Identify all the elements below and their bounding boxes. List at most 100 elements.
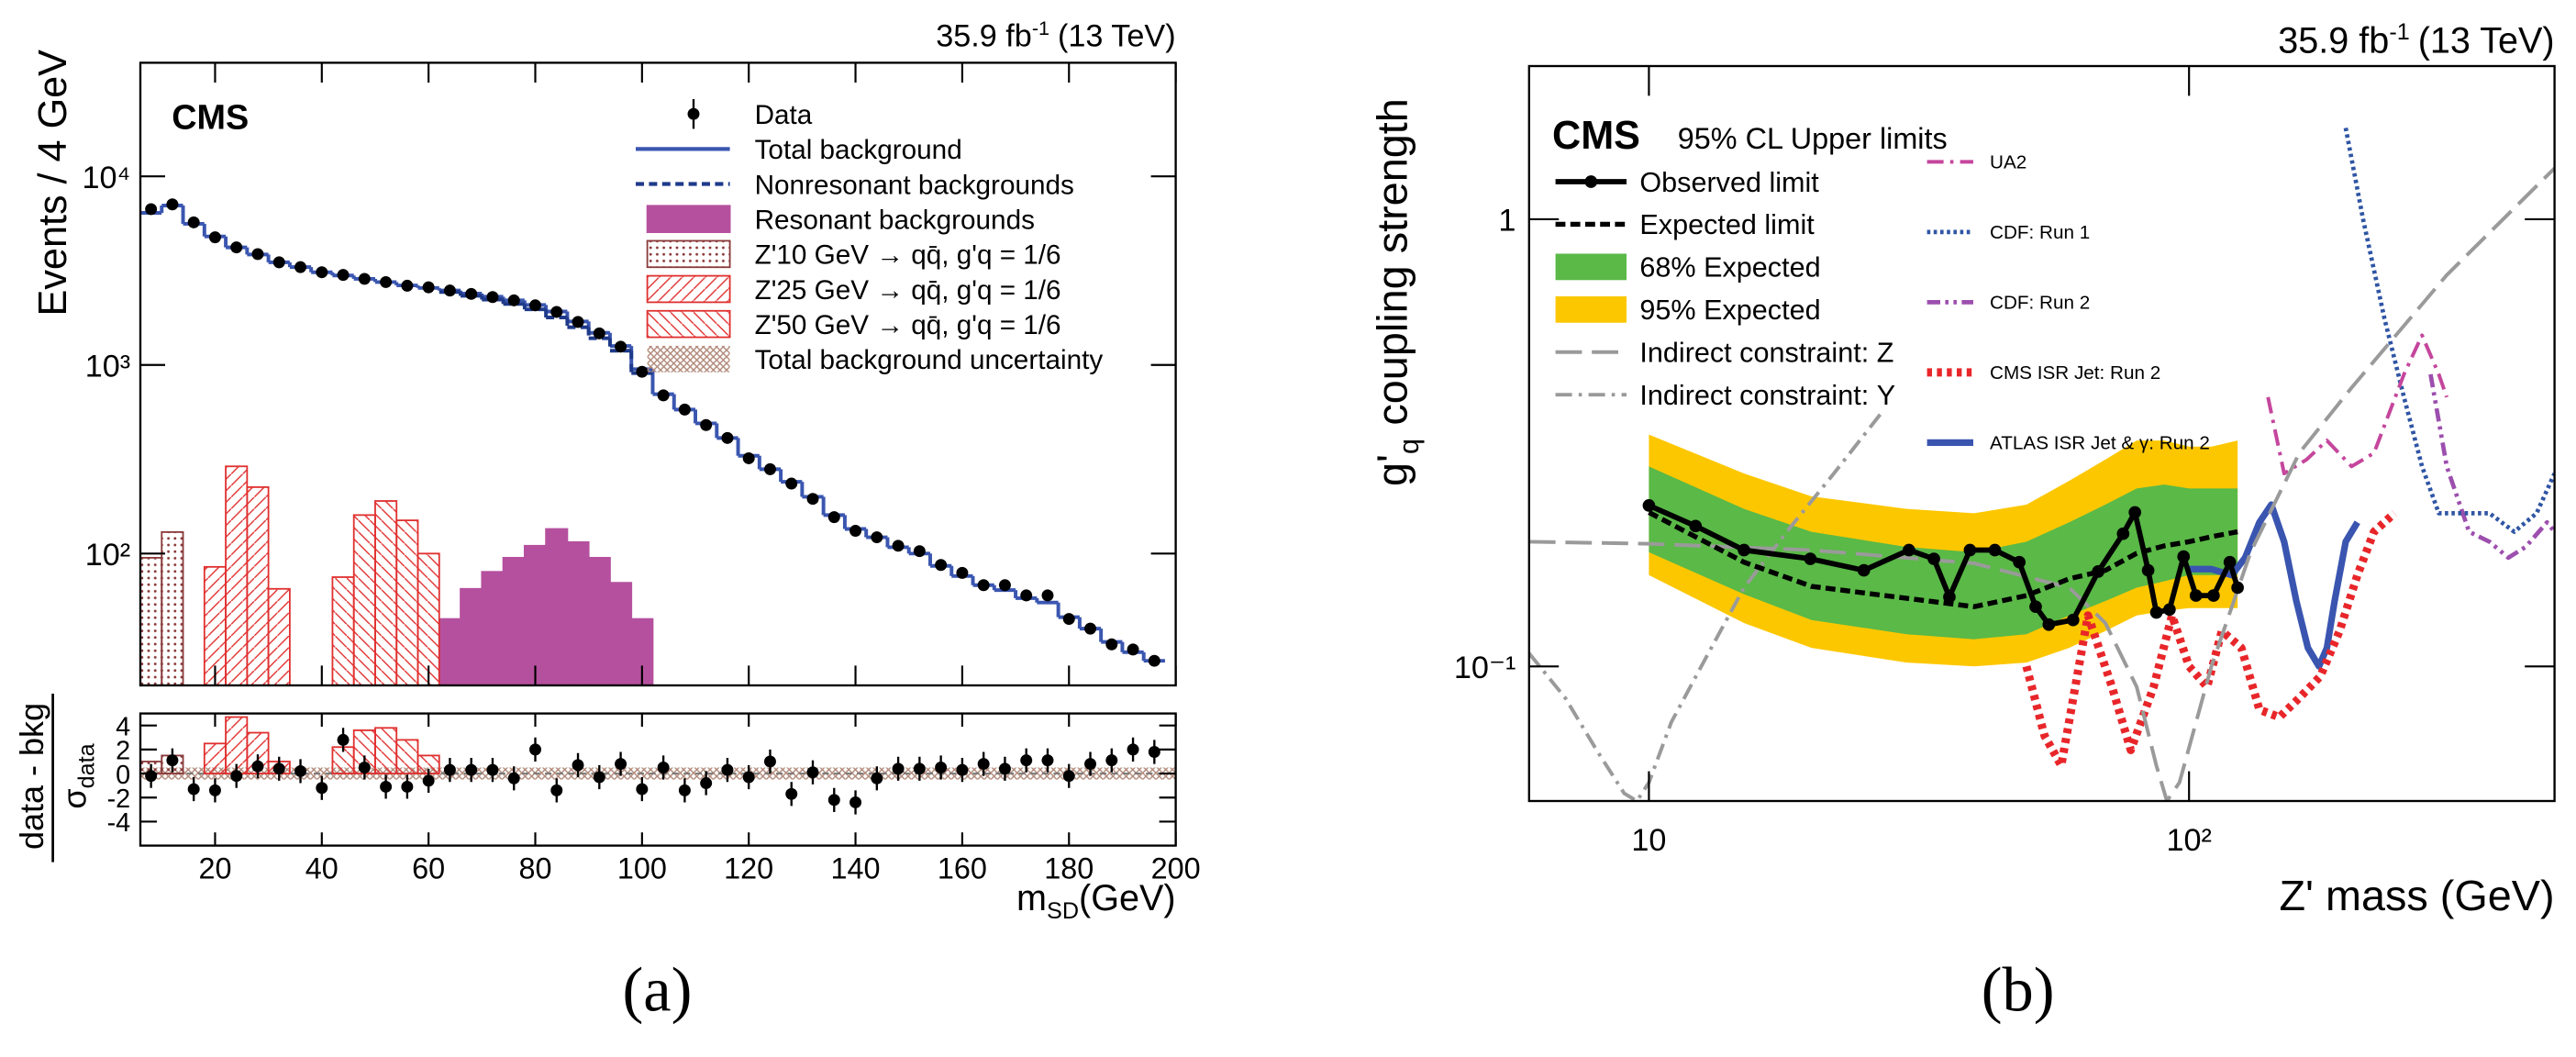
legend-symbol: [1555, 253, 1627, 281]
data-point: [465, 287, 478, 300]
point: [2189, 589, 2203, 602]
ratio-point: [572, 759, 584, 772]
data-point: [337, 269, 350, 282]
data-point: [1062, 613, 1075, 626]
data-point: [593, 327, 605, 339]
y-tick-label: 10²: [85, 538, 130, 573]
legend-label: 68% Expected: [1639, 252, 1820, 284]
data-point: [636, 365, 649, 378]
ratio-point: [272, 762, 285, 775]
hist-bar: [352, 514, 376, 685]
cms-label: CMS: [172, 98, 249, 137]
ratio-point: [443, 763, 456, 776]
x-tick-label: 20: [198, 852, 231, 885]
lumi: 35.9 fb-1 (13 TeV): [936, 17, 1175, 54]
y-tick-label: 1: [1498, 203, 1516, 238]
ratio-y-tick-label: -4: [107, 808, 131, 838]
point: [2141, 563, 2155, 577]
legend-symbol: [1584, 175, 1598, 188]
point: [1738, 543, 1750, 557]
data-point: [615, 340, 627, 353]
data-point: [1020, 589, 1033, 602]
data-point: [187, 216, 200, 228]
legend-label: ATLAS ISR Jet & γ: Run 2: [1990, 433, 2210, 454]
sigma: σ: [56, 788, 94, 808]
data-point: [849, 525, 862, 538]
point: [2128, 506, 2142, 519]
plot-area: [140, 198, 1165, 685]
ratio-frame: [139, 712, 1177, 847]
hist-bar: [161, 530, 184, 685]
ratio-point: [678, 784, 691, 796]
data-point: [380, 275, 393, 288]
data-point: [443, 284, 456, 297]
sigma-sub: data: [74, 742, 100, 788]
y-label-sub: q: [1393, 439, 1425, 454]
point: [1927, 552, 1940, 565]
ratio-point: [316, 782, 328, 795]
hist-bar: [630, 618, 654, 685]
ratio-point: [785, 787, 798, 800]
data-point: [871, 531, 883, 544]
plot-frame: [1527, 64, 2556, 803]
hist-bar: [140, 556, 163, 685]
y-tick-label: 10³: [85, 349, 130, 384]
lumi: 35.9 fb-1 (13 TeV): [2278, 19, 2554, 61]
ratio-point: [486, 763, 499, 776]
ratio-point: [1148, 746, 1160, 758]
x-tick-label: 180: [1044, 852, 1094, 885]
data-point: [721, 431, 734, 444]
ratio-point: [700, 777, 713, 790]
point: [1857, 563, 1871, 577]
y-tick-label: 10⁻¹: [1454, 651, 1516, 685]
ratio-point: [763, 755, 776, 768]
data-point: [1084, 622, 1096, 635]
point: [2116, 527, 2130, 540]
data-point: [785, 477, 798, 490]
ratio-point: [507, 772, 520, 784]
data-point: [358, 273, 371, 285]
hist-bar: [395, 519, 419, 685]
hist-bar: [502, 556, 526, 685]
line: [1648, 510, 2238, 609]
data-point: [272, 256, 285, 269]
legend-symbol: [646, 309, 731, 339]
point: [1689, 519, 1703, 533]
lumi-text: 35.9 fb: [2278, 21, 2389, 61]
data-point: [956, 566, 969, 579]
legend-label: Expected limit: [1639, 209, 1815, 240]
legend-label: Indirect constraint: Υ: [1639, 380, 1895, 411]
data-point: [251, 248, 264, 261]
ratio-point: [251, 760, 264, 773]
ratio-point: [422, 774, 435, 787]
x-axis-label: mSD(GeV): [1016, 878, 1176, 924]
data-point: [507, 294, 520, 306]
ratio-signal-bar: [203, 742, 227, 774]
caption: (a): [622, 955, 692, 1025]
legend-symbol: [687, 107, 700, 120]
ratio-point: [465, 763, 478, 776]
x-tick-label: 80: [518, 852, 551, 885]
point: [2207, 589, 2220, 602]
data-point: [1041, 589, 1054, 602]
legend-label: CMS ISR Jet: Run 2: [1990, 362, 2160, 384]
line: [2266, 333, 2448, 476]
data-point: [486, 291, 499, 304]
hist-bar: [267, 587, 291, 685]
x-tick-label: 10: [1631, 823, 1666, 858]
point: [2177, 550, 2191, 563]
lumi-rest: (13 TeV): [2418, 21, 2555, 61]
hist-bar: [587, 556, 611, 685]
data-point: [230, 241, 243, 254]
ratio-point: [166, 754, 179, 767]
x-tick-label: 200: [1151, 852, 1201, 885]
ratio-point: [1105, 754, 1118, 767]
data-point: [572, 316, 584, 328]
point: [2013, 555, 2026, 569]
ratio-point: [380, 780, 393, 793]
point: [1804, 552, 1817, 565]
ratio-point: [1127, 743, 1139, 756]
ratio-area: [140, 716, 1176, 815]
y-label-main: g': [1369, 454, 1416, 486]
ratio-point: [977, 758, 990, 771]
